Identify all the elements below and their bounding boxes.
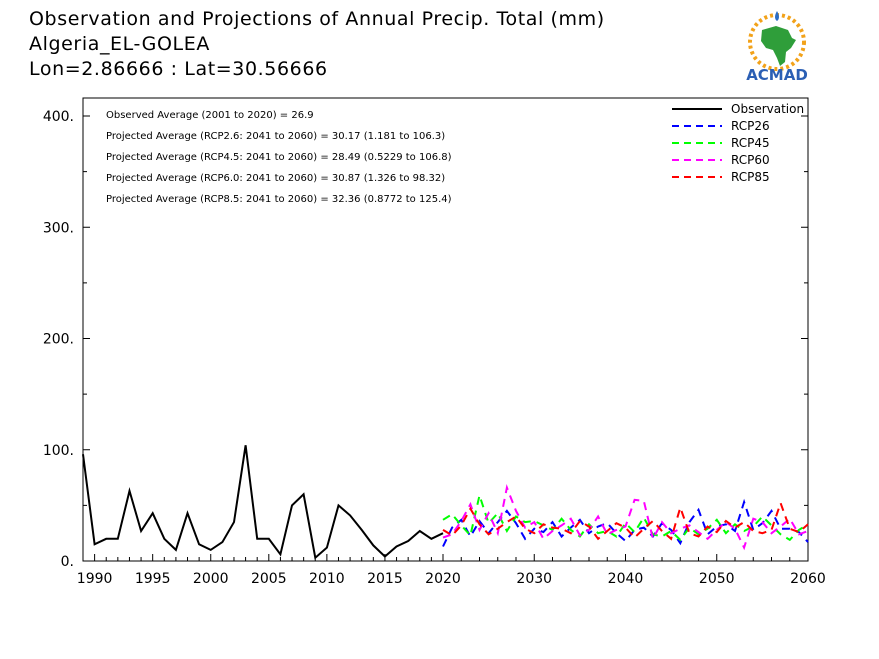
station-name: Algeria_EL-GOLEA xyxy=(29,33,210,55)
x-tick-label: 2060 xyxy=(790,571,826,587)
y-axis-labels: 0. 100. 200. 300. 400. xyxy=(43,109,74,570)
y-tick-label: 300. xyxy=(43,220,74,236)
legend-label: RCP85 xyxy=(731,170,770,184)
series-line-observation xyxy=(82,445,444,560)
y-tick-label: 100. xyxy=(43,443,74,459)
annotation-text: Projected Average (RCP4.5: 2041 to 2060)… xyxy=(106,152,452,163)
africa-map-icon xyxy=(761,26,796,66)
x-tick-label: 2005 xyxy=(251,571,287,587)
series-line-rcp85 xyxy=(442,500,809,541)
y-tick-label: 200. xyxy=(43,332,74,348)
chart-title: Observation and Projections of Annual Pr… xyxy=(29,8,605,30)
x-tick-label: 1990 xyxy=(77,571,113,587)
axis-ticks xyxy=(83,115,809,562)
acmad-logo: ACMAD xyxy=(736,8,818,84)
x-tick-label: 2015 xyxy=(367,571,403,587)
annotation-text: Projected Average (RCP2.6: 2041 to 2060)… xyxy=(106,131,445,142)
plot-frame xyxy=(82,97,809,562)
x-tick-label: 2050 xyxy=(699,571,735,587)
x-axis-labels: 1990 1995 2000 2005 2010 2015 2020 2030 2040 2050… xyxy=(77,571,826,587)
series-line-rcp26 xyxy=(442,498,809,547)
legend-label: Observation xyxy=(731,102,804,116)
y-tick-label: 0. xyxy=(61,554,74,570)
x-tick-label: 1995 xyxy=(135,571,171,587)
station-coordinates: Lon=2.86666 : Lat=30.56666 xyxy=(29,58,328,80)
x-tick-label: 2040 xyxy=(608,571,644,587)
series-line-rcp60 xyxy=(442,484,809,551)
x-tick-label: 2000 xyxy=(193,571,229,587)
chart-legend: Observation RCP26 RCP45 RCP60 RCP85 xyxy=(672,102,804,184)
annotation-text: Observed Average (2001 to 2020) = 26.9 xyxy=(106,110,314,121)
series-lines xyxy=(82,445,809,560)
water-drop-icon xyxy=(775,11,779,21)
x-tick-label: 2020 xyxy=(425,571,461,587)
series-line-rcp45 xyxy=(442,491,809,542)
legend-label: RCP45 xyxy=(731,136,770,150)
average-annotations: Observed Average (2001 to 2020) = 26.9 Pr… xyxy=(106,110,452,205)
x-tick-label: 2010 xyxy=(309,571,345,587)
logo-text: ACMAD xyxy=(746,66,808,84)
y-tick-label: 400. xyxy=(43,109,74,125)
annotation-text: Projected Average (RCP6.0: 2041 to 2060)… xyxy=(106,173,445,184)
legend-label: RCP60 xyxy=(731,153,770,167)
annotation-text: Projected Average (RCP8.5: 2041 to 2060)… xyxy=(106,194,452,205)
x-tick-label: 2030 xyxy=(516,571,552,587)
legend-label: RCP26 xyxy=(731,119,770,133)
